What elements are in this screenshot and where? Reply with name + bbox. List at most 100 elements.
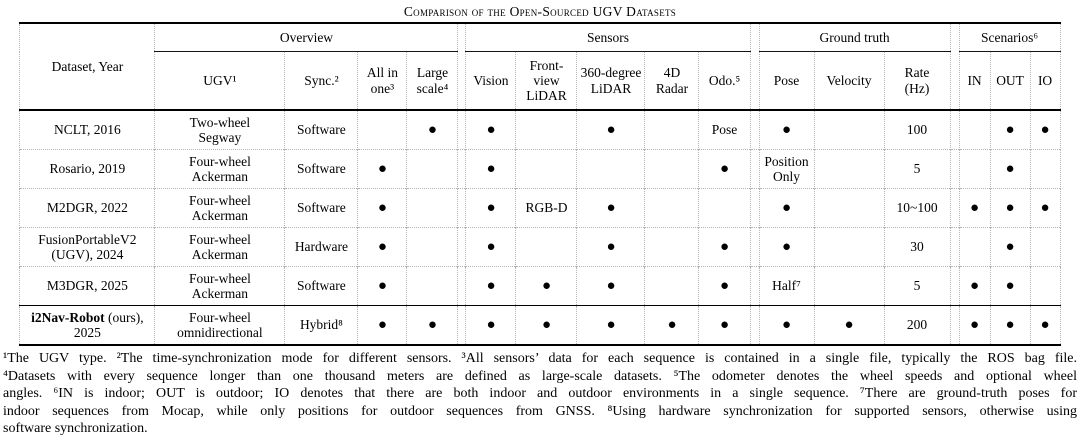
cell-rate-hz: 5 xyxy=(883,149,951,189)
cell-in xyxy=(958,227,991,267)
cell-velocity xyxy=(813,266,885,306)
cell-in xyxy=(958,109,991,150)
col-header-rate-hz: Rate (Hz) xyxy=(883,51,951,111)
cell-odometer: ● xyxy=(698,227,751,267)
cell-large-scale: ● xyxy=(406,109,459,150)
column-gap xyxy=(457,22,467,111)
footnote-line: ⁴Datasets with every sequence longer tha… xyxy=(3,368,1077,384)
cell-odometer: ● xyxy=(698,149,751,189)
cell-all-in-one: ● xyxy=(357,188,408,228)
cell-odometer xyxy=(698,188,751,228)
cell-pose: ● xyxy=(758,305,815,346)
dataset-name-bold: i2Nav-Robot xyxy=(31,309,105,325)
cell-dataset-year: i2Nav-Robot (ours), 2025 xyxy=(19,305,156,346)
cell-io xyxy=(1029,227,1061,267)
cell-ugv: Four-wheel Ackerman xyxy=(154,188,286,228)
cell-4d-radar xyxy=(644,227,700,267)
column-gap xyxy=(749,149,760,189)
cell-velocity xyxy=(813,149,885,189)
cell-360-degree-lidar: ● xyxy=(576,188,646,228)
column-gap xyxy=(749,109,760,150)
footnote-line: angles. ⁶IN is indoor; OUT is outdoor; I… xyxy=(3,386,1077,402)
cell-vision: ● xyxy=(465,266,517,306)
column-gap xyxy=(749,305,760,346)
column-gap xyxy=(457,109,467,150)
column-gap xyxy=(949,188,960,228)
cell-out: ● xyxy=(989,149,1031,189)
cell-ugv: Four-wheel Ackerman xyxy=(154,266,286,306)
cell-ugv: Four-wheel Ackerman xyxy=(154,149,286,189)
footnotes: ¹The UGV type. ²The time-synchronization… xyxy=(3,350,1077,438)
cell-all-in-one: ● xyxy=(357,149,408,189)
cell-360-degree-lidar xyxy=(576,149,646,189)
col-header-odometer: Odo.⁵ xyxy=(698,51,751,111)
col-header-all-in-one: All in one³ xyxy=(357,51,408,111)
cell-dataset-year: M3DGR, 2025 xyxy=(19,266,156,306)
cell-all-in-one: ● xyxy=(357,266,408,306)
column-gap xyxy=(949,266,960,306)
cell-out: ● xyxy=(989,188,1031,228)
cell-front-view-lidar: ● xyxy=(515,266,578,306)
column-gap xyxy=(949,149,960,189)
cell-odometer: Pose xyxy=(698,109,751,150)
cell-large-scale xyxy=(406,227,459,267)
col-header-4d-radar: 4D Radar xyxy=(644,51,700,111)
cell-rate-hz: 5 xyxy=(883,266,951,306)
cell-velocity xyxy=(813,188,885,228)
cell-rate-hz: 10~100 xyxy=(883,188,951,228)
cell-io: ● xyxy=(1029,109,1061,150)
cell-large-scale xyxy=(406,266,459,306)
cell-dataset-year: Rosario, 2019 xyxy=(19,149,156,189)
cell-odometer: ● xyxy=(698,266,751,306)
col-header-large-scale: Large scale⁴ xyxy=(406,51,459,111)
cell-4d-radar xyxy=(644,109,700,150)
cell-all-in-one: ● xyxy=(357,305,408,346)
col-header-pose: Pose xyxy=(758,51,815,111)
table-row: NCLT, 2016 Two-wheel Segway Software ● ● ● Pos… xyxy=(19,109,1061,150)
group-header-row: Dataset, Year Overview Sensors Ground tr… xyxy=(19,22,1061,111)
col-header-out: OUT xyxy=(989,51,1031,111)
column-gap xyxy=(457,266,467,306)
cell-front-view-lidar xyxy=(515,227,578,267)
cell-in: ● xyxy=(958,266,991,306)
cell-sync: Software xyxy=(284,188,359,228)
cell-velocity xyxy=(813,109,885,150)
cell-4d-radar xyxy=(644,149,700,189)
cell-io xyxy=(1029,149,1061,189)
cell-large-scale xyxy=(406,149,459,189)
cell-large-scale xyxy=(406,188,459,228)
group-overview: Overview xyxy=(154,22,459,52)
cell-pose: ● xyxy=(758,109,815,150)
cell-pose: ● xyxy=(758,227,815,267)
col-header-ugv: UGV¹ xyxy=(154,51,286,111)
cell-in: ● xyxy=(958,188,991,228)
cell-360-degree-lidar: ● xyxy=(576,266,646,306)
cell-io xyxy=(1029,266,1061,306)
cell-velocity: ● xyxy=(813,305,885,346)
cell-large-scale: ● xyxy=(406,305,459,346)
cell-front-view-lidar xyxy=(515,149,578,189)
cell-pose: ● xyxy=(758,188,815,228)
col-header-sync: Sync.² xyxy=(284,51,359,111)
cell-sync: Software xyxy=(284,109,359,150)
cell-4d-radar xyxy=(644,266,700,306)
column-gap xyxy=(949,227,960,267)
table-row: M3DGR, 2025 Four-wheel Ackerman Software ● ●… xyxy=(19,266,1061,306)
cell-ugv: Four-wheel Ackerman xyxy=(154,227,286,267)
column-gap xyxy=(949,305,960,346)
cell-dataset-year: NCLT, 2016 xyxy=(19,109,156,150)
cell-vision: ● xyxy=(465,305,517,346)
cell-vision: ● xyxy=(465,227,517,267)
cell-in: ● xyxy=(958,305,991,346)
cell-out: ● xyxy=(989,266,1031,306)
cell-dataset-year: FusionPortableV2 (UGV), 2024 xyxy=(19,227,156,267)
cell-front-view-lidar: RGB-D xyxy=(515,188,578,228)
cell-360-degree-lidar: ● xyxy=(576,109,646,150)
table-row: FusionPortableV2 (UGV), 2024 Four-wheel A… xyxy=(19,227,1061,267)
cell-ugv: Four-wheel omnidirectional xyxy=(154,305,286,346)
column-gap xyxy=(749,227,760,267)
column-gap xyxy=(749,22,760,111)
comparison-table: Dataset, Year Overview Sensors Ground tr… xyxy=(19,22,1061,346)
cell-360-degree-lidar: ● xyxy=(576,305,646,346)
cell-odometer: ● xyxy=(698,305,751,346)
